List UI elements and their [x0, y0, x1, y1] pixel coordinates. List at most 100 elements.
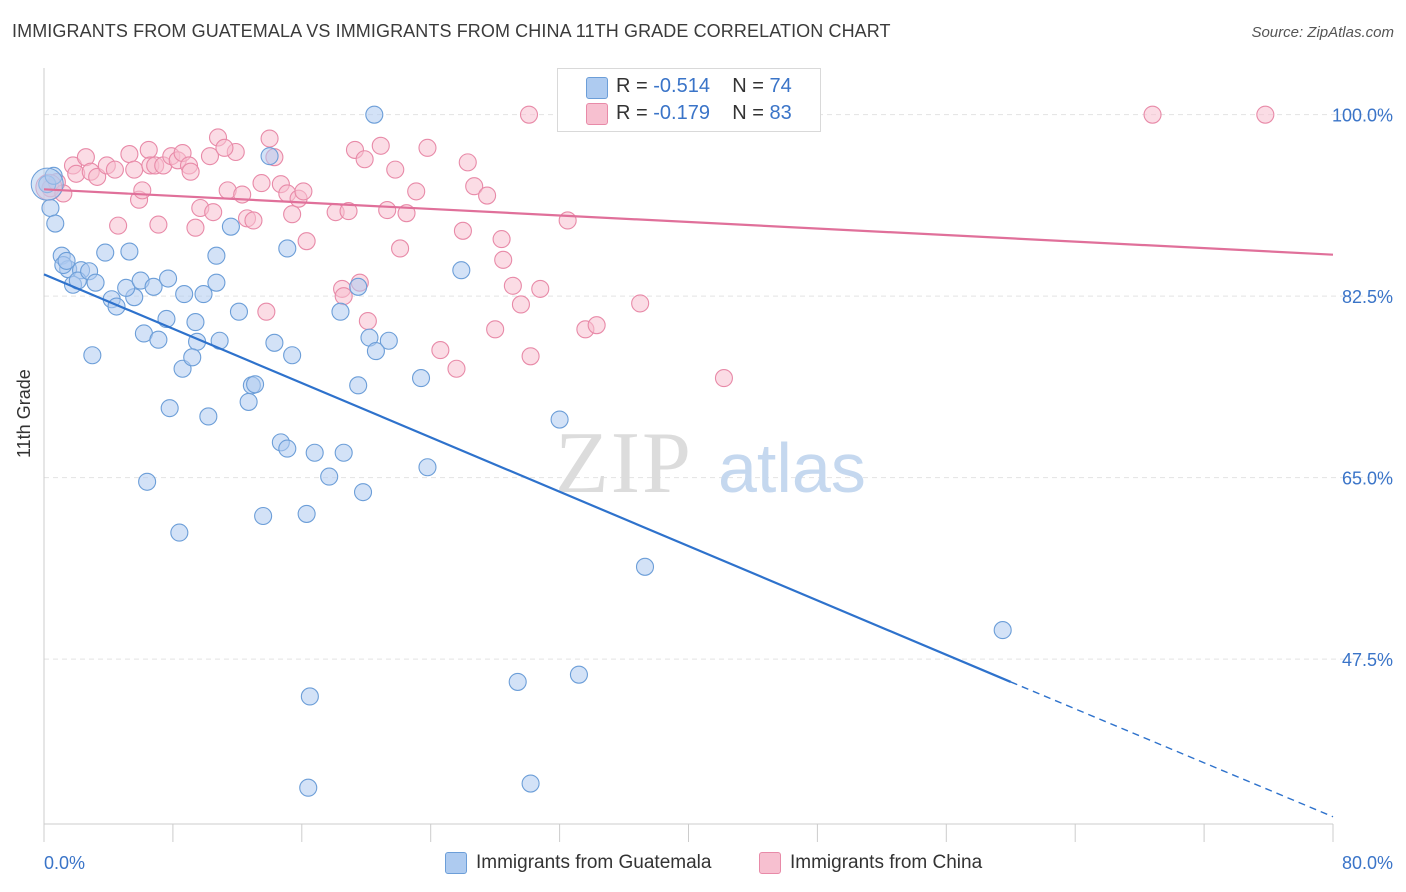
china-point	[294, 182, 313, 201]
china-point	[120, 145, 139, 164]
x-tick-label: 80.0%	[1342, 853, 1393, 873]
legend-r-label: R =	[616, 75, 648, 97]
china-point	[334, 287, 353, 306]
guatemala-point	[159, 269, 178, 288]
china-point	[215, 138, 234, 157]
china-point	[631, 294, 650, 313]
guatemala-trend-extension	[1010, 681, 1334, 818]
x-tick-label: 0.0%	[44, 853, 85, 873]
tick-labels: 47.5% 65.0% 82.5% 100.0% 0.0% 80.0%	[44, 106, 1393, 873]
bottom-legend-swatch-guatemala	[445, 852, 467, 874]
guatemala-point	[96, 243, 115, 262]
stats-legend: R = -0.514 N = 74 R = -0.179 N = 83	[557, 68, 821, 132]
china-point	[244, 211, 263, 230]
legend-row-china: R = -0.179 N = 83	[616, 102, 792, 125]
china-point	[519, 105, 539, 124]
china-point	[465, 177, 484, 196]
guatemala-trend-line	[43, 273, 1012, 683]
legend-n-value: 83	[769, 102, 792, 124]
guatemala-point	[117, 278, 136, 297]
china-point	[283, 205, 302, 224]
trend-lines	[43, 188, 1334, 818]
legend-swatch-china	[586, 103, 608, 125]
china-point	[587, 316, 606, 335]
guatemala-point	[305, 443, 324, 462]
guatemala-point	[41, 198, 60, 218]
guatemala-series	[30, 105, 1012, 797]
china-point	[511, 295, 530, 314]
y-tick-label: 100.0%	[1332, 106, 1393, 126]
watermark-zip: ZIP	[555, 415, 693, 512]
china-point	[453, 221, 472, 240]
china-point	[458, 153, 477, 172]
guatemala-point	[320, 467, 339, 486]
china-point	[105, 160, 124, 179]
china-point	[149, 215, 168, 234]
guatemala-point	[993, 621, 1012, 640]
china-point	[486, 320, 505, 339]
y-tick-label: 47.5%	[1342, 650, 1393, 670]
china-point	[109, 216, 128, 235]
china-series	[35, 105, 1275, 388]
guatemala-point	[199, 407, 218, 426]
china-point	[125, 160, 144, 179]
guatemala-point	[260, 147, 279, 166]
guatemala-point	[183, 348, 202, 367]
y-tick-label: 82.5%	[1342, 287, 1393, 307]
guatemala-point	[331, 302, 350, 321]
guatemala-point	[278, 439, 297, 458]
china-point	[418, 138, 437, 157]
china-point	[503, 276, 522, 295]
guatemala-point	[379, 331, 398, 350]
guatemala-point	[160, 399, 179, 418]
china-point	[252, 174, 271, 193]
guatemala-point	[278, 239, 297, 258]
source-credit: Source: ZipAtlas.com	[1251, 24, 1394, 41]
china-point	[355, 150, 374, 169]
guatemala-point	[569, 665, 588, 684]
guatemala-point	[144, 277, 163, 296]
china-trend-line	[43, 188, 1334, 256]
guatemala-point	[297, 504, 316, 523]
bottom-legend-china: Immigrants from China	[790, 852, 983, 873]
china-point	[431, 341, 450, 360]
china-point	[492, 230, 511, 249]
guatemala-point	[207, 246, 226, 265]
guatemala-point	[57, 251, 76, 270]
china-point	[133, 181, 152, 200]
guatemala-point	[175, 285, 194, 304]
china-point	[521, 347, 540, 366]
china-point	[200, 147, 220, 166]
guatemala-point	[239, 392, 258, 411]
legend-r-value: -0.514	[653, 75, 710, 97]
guatemala-point	[194, 285, 213, 304]
china-point	[339, 202, 358, 221]
china-point	[378, 201, 397, 220]
legend-n-label: N =	[732, 75, 764, 97]
guatemala-point	[254, 506, 273, 526]
china-point	[1256, 105, 1275, 124]
guatemala-point	[46, 214, 65, 233]
china-point	[714, 369, 733, 388]
china-point	[531, 279, 550, 298]
guatemala-point	[207, 273, 226, 292]
guatemala-point	[452, 261, 471, 280]
legend-r-label: R =	[616, 102, 648, 124]
guatemala-point	[521, 774, 540, 793]
watermark-atlas: atlas	[718, 429, 866, 507]
guatemala-point	[265, 333, 284, 352]
guatemala-point	[353, 483, 373, 502]
guatemala-point	[83, 346, 102, 365]
guatemala-point	[149, 330, 168, 349]
guatemala-point	[299, 778, 318, 797]
china-point	[297, 232, 316, 251]
legend-swatch-guatemala	[586, 77, 608, 99]
guatemala-point	[349, 277, 368, 296]
guatemala-point	[300, 687, 319, 706]
china-point	[494, 250, 513, 269]
guatemala-point	[221, 217, 240, 236]
guatemala-point	[418, 458, 437, 477]
guatemala-point	[138, 472, 157, 491]
legend-n-label: N =	[732, 102, 764, 124]
